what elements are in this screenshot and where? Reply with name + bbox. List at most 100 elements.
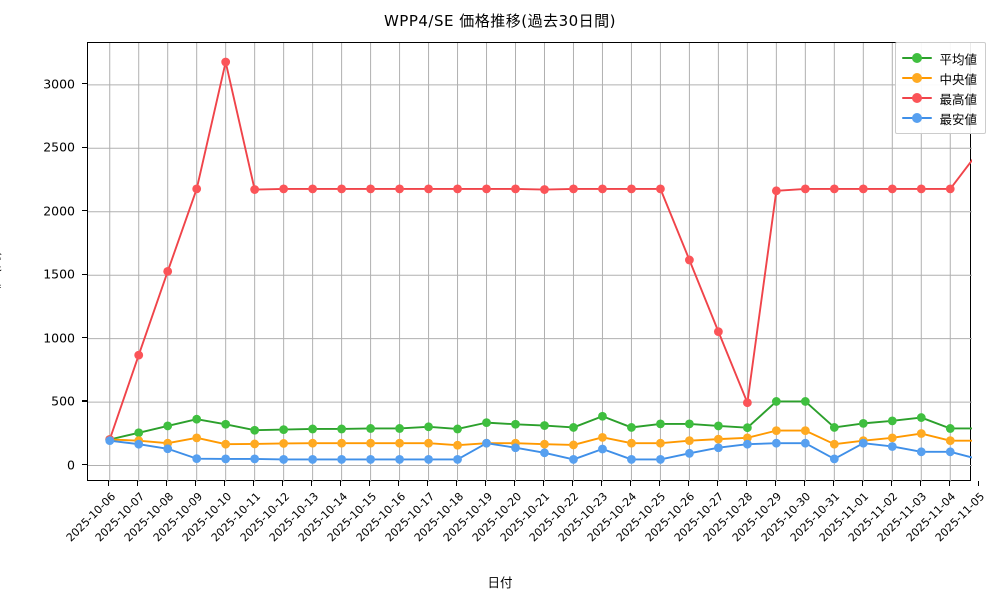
plot-area [87,42,972,482]
data-point [250,454,260,464]
y-tick-mark [82,210,87,212]
data-point [858,438,868,448]
legend-item-3[interactable]: 最安値 [902,108,977,128]
data-point [656,455,665,464]
x-tick-mark [832,481,834,486]
data-point [250,185,260,194]
data-point [424,438,433,448]
data-point [453,440,462,450]
data-point [134,350,144,360]
data-point [395,184,404,194]
x-tick-mark [137,481,139,486]
data-point [308,438,318,448]
data-point [771,186,781,196]
data-point [163,444,173,454]
data-point [858,418,868,428]
y-tick-mark [82,337,87,339]
data-point [887,433,897,443]
x-tick-mark [629,481,632,486]
data-point [916,413,926,422]
data-point [945,424,955,433]
legend-item-0[interactable]: 平均値 [902,48,977,68]
data-point [800,426,810,436]
data-point [945,447,955,457]
data-point [482,184,491,194]
data-point [829,439,839,449]
data-point [482,418,491,428]
data-point [598,432,607,442]
x-tick-mark [890,481,892,486]
data-point [308,424,318,434]
data-point [192,454,202,464]
data-point [395,455,404,464]
x-tick-mark [919,481,921,486]
y-tick-mark [82,463,87,466]
data-point [858,184,868,194]
data-point [627,423,636,432]
data-point [192,433,202,443]
x-tick-mark [948,481,950,486]
x-tick-mark [282,481,284,486]
data-point [685,419,694,429]
x-tick-mark [484,481,487,486]
data-point [453,424,462,434]
x-tick-mark [426,481,429,486]
data-point [742,439,752,449]
data-point [598,444,607,454]
x-tick-mark [108,481,110,486]
data-point [916,447,926,457]
legend-label: 最安値 [939,111,977,127]
legend-swatch-icon [902,111,933,125]
legend-swatch-icon [902,71,933,85]
x-tick-mark [166,481,168,486]
x-tick-mark [513,481,516,486]
data-point [713,434,723,444]
data-point [829,423,839,432]
x-tick-mark [774,481,776,486]
data-point [279,455,289,464]
y-tick-label: 2500 [43,139,75,155]
x-axis-label: 日付 [487,575,513,590]
x-tick-mark [600,481,603,486]
x-tick-mark [977,481,979,486]
data-point [598,184,607,194]
data-point [656,438,665,448]
data-point [656,184,665,194]
y-tick-mark [82,273,87,275]
data-point [192,414,202,424]
data-point [713,327,723,337]
data-point [540,185,549,194]
data-point [221,454,231,464]
y-tick-label: 0 [67,457,75,472]
data-point [308,184,318,194]
data-point [656,419,665,429]
x-tick-mark [687,481,689,486]
data-point [742,423,752,433]
data-point [221,419,231,429]
data-point [511,184,520,194]
legend-label: 中央値 [939,71,977,87]
data-point [771,426,781,436]
data-point [598,411,607,421]
x-tick-mark [658,481,660,486]
legend-item-2[interactable]: 最高値 [902,88,977,108]
data-point [221,439,231,449]
x-tick-mark [224,481,226,486]
x-tick-mark [368,481,371,486]
data-point [279,425,289,434]
data-point [569,423,578,432]
data-point [713,443,723,453]
gridlines [88,43,972,482]
data-point [569,440,578,450]
data-point [163,421,173,431]
data-point [250,439,260,449]
data-point [887,184,897,194]
data-point [279,184,289,194]
legend-item-1[interactable]: 中央値 [902,68,977,88]
data-point [366,455,375,464]
data-point [395,438,404,448]
data-point [945,184,955,194]
data-point [829,184,839,194]
series-lines [105,57,972,464]
